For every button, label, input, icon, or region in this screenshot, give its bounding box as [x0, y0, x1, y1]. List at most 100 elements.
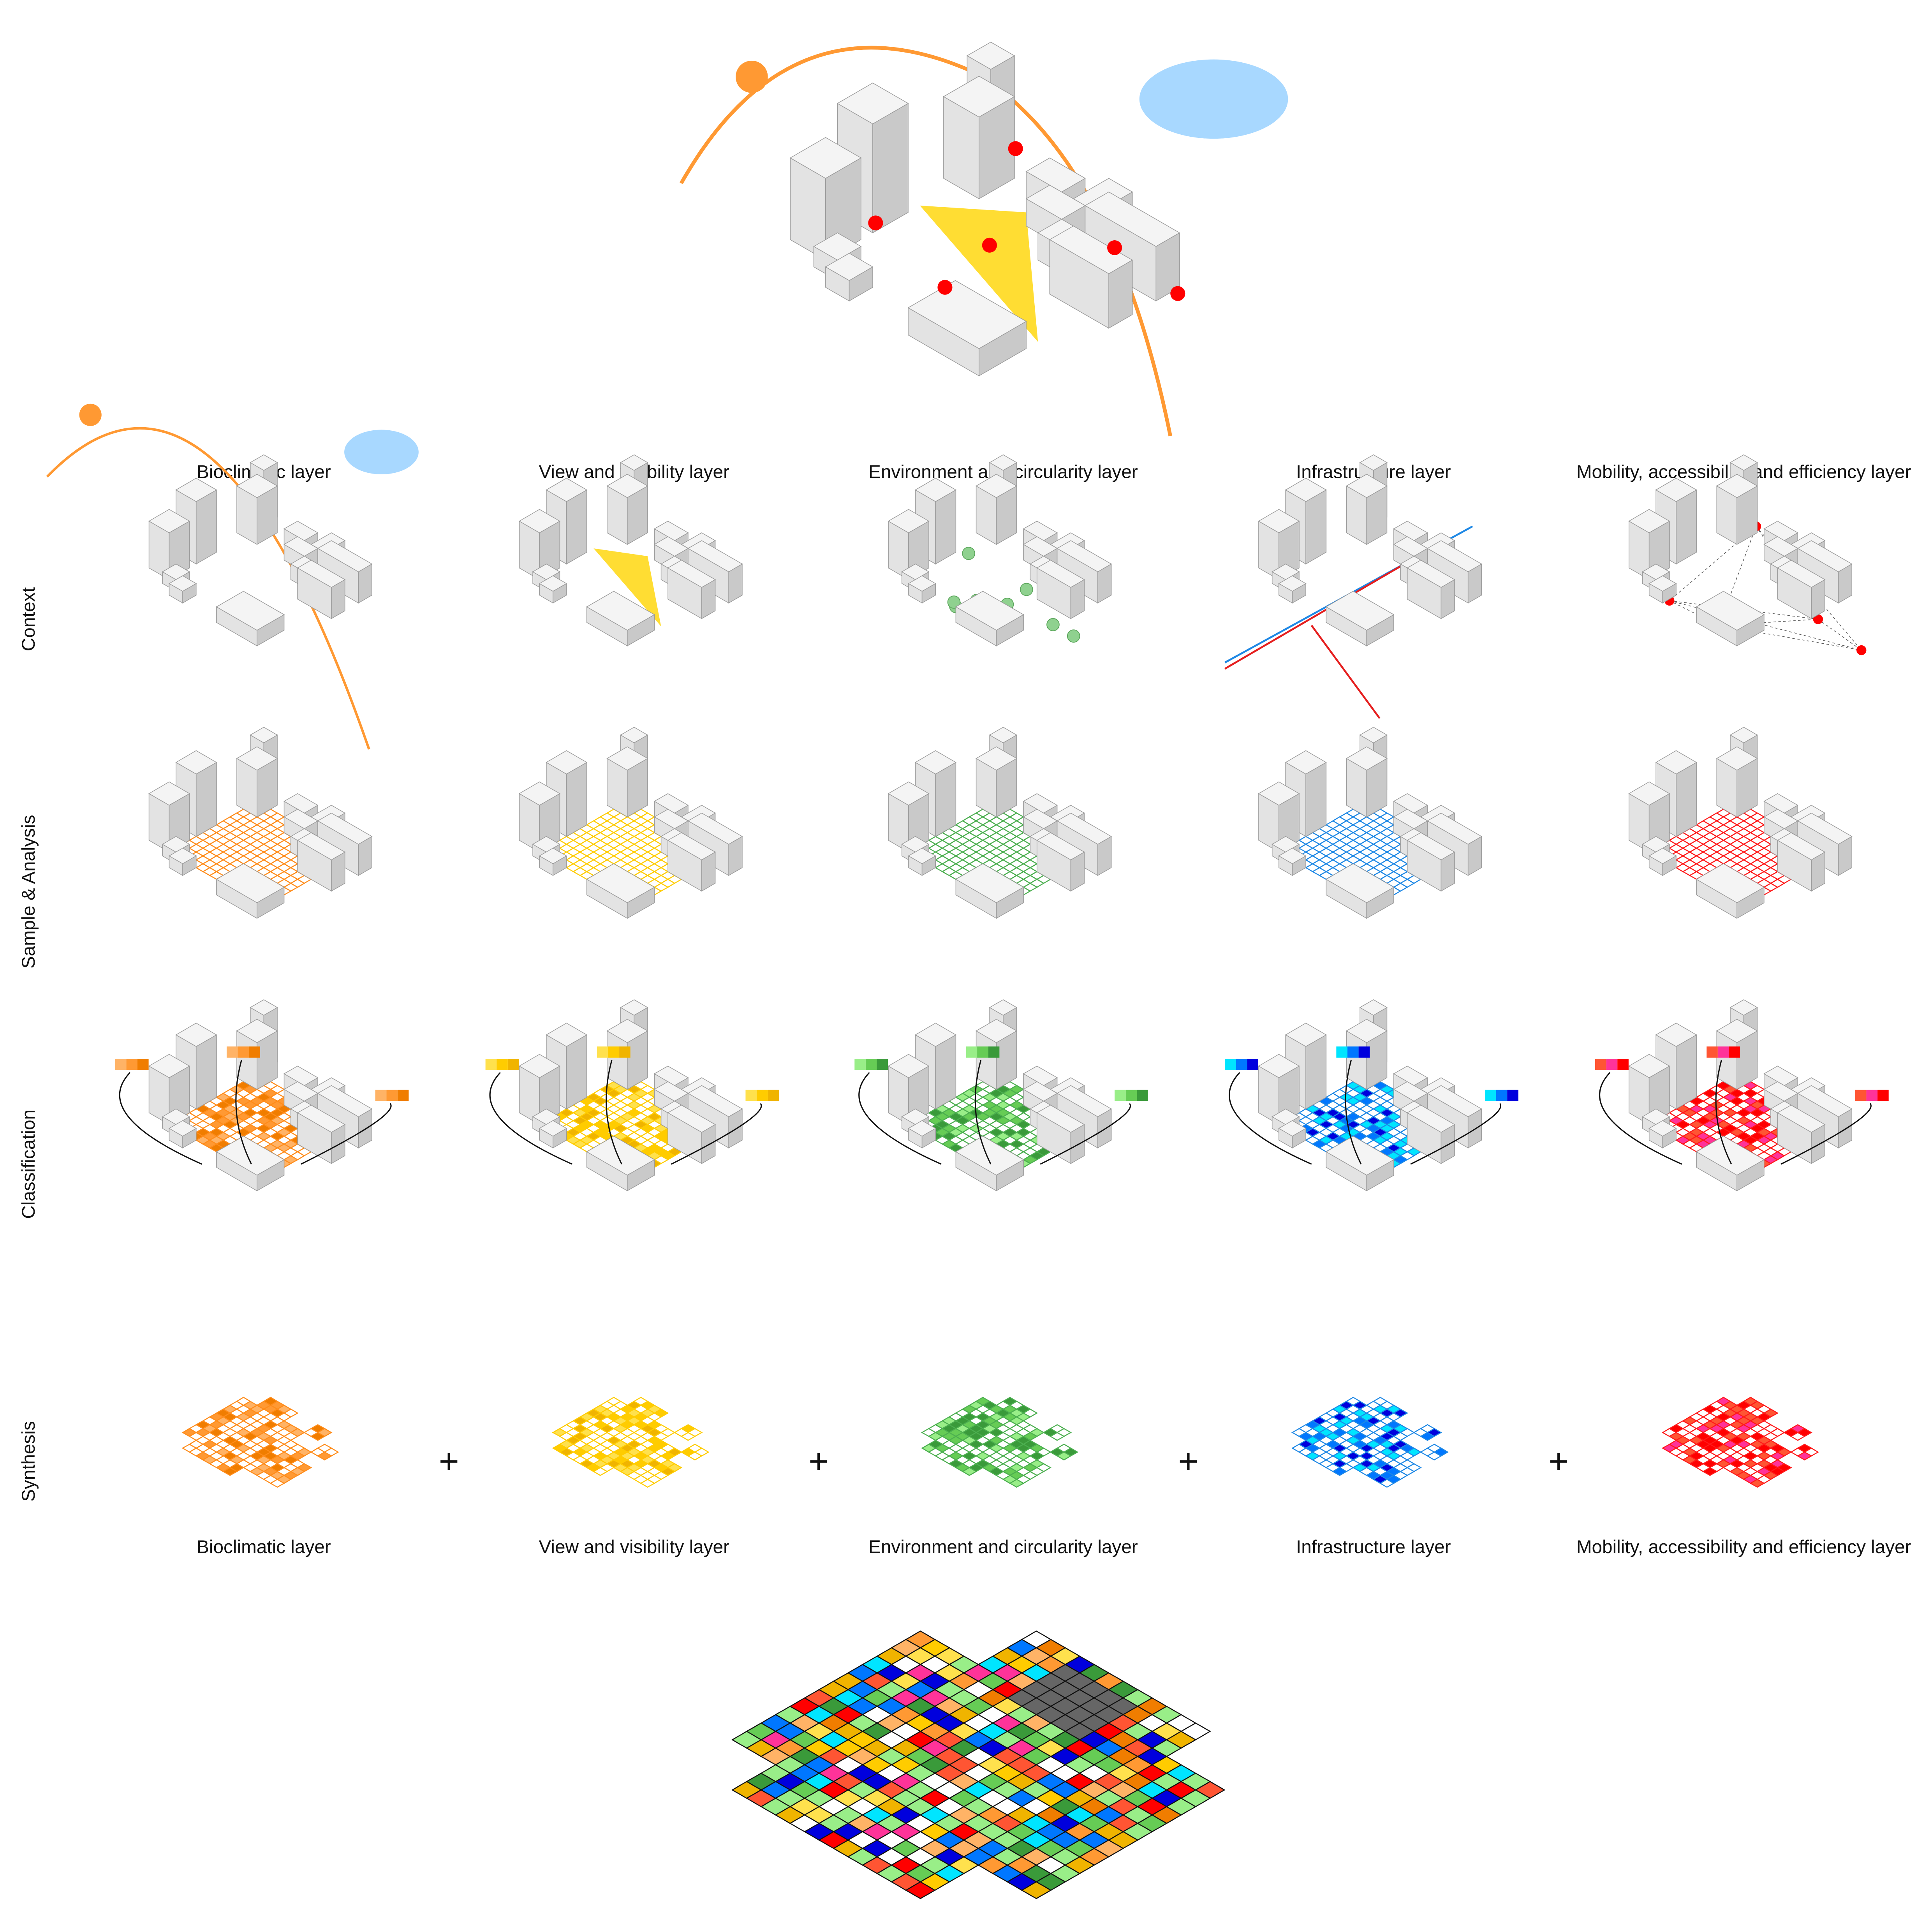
- legend-swatch: [745, 1090, 757, 1101]
- synthesis-label: View and visibility layer: [539, 1537, 729, 1557]
- building-top: [586, 863, 655, 903]
- building-top: [1056, 812, 1112, 845]
- building-top: [1285, 477, 1327, 502]
- grid-cell: [269, 1479, 285, 1488]
- building-top: [1696, 591, 1765, 631]
- panel: [485, 999, 779, 1192]
- building-top: [1036, 832, 1085, 860]
- panel: [115, 999, 409, 1192]
- building-top: [1258, 509, 1300, 534]
- building-top: [1278, 1120, 1307, 1137]
- arrow: [1345, 1060, 1362, 1165]
- panel: [148, 727, 373, 919]
- legend-swatch: [877, 1059, 888, 1070]
- sun: [79, 403, 102, 426]
- building-top: [975, 474, 1018, 498]
- grid-cell: [222, 1467, 238, 1476]
- panel: [1628, 454, 1867, 655]
- link: [1719, 625, 1862, 651]
- building-top: [1285, 1023, 1327, 1047]
- legend-swatch: [1606, 1059, 1618, 1070]
- grid-cell: [1420, 1432, 1435, 1441]
- building-top: [943, 76, 1015, 118]
- building-top: [1258, 1054, 1300, 1078]
- legend-swatch: [1507, 1090, 1518, 1101]
- pin: [1170, 286, 1185, 301]
- legend-swatch: [386, 1090, 398, 1101]
- pin: [1856, 645, 1867, 655]
- building-top: [546, 477, 588, 502]
- grid-cell: [1056, 1451, 1072, 1461]
- building-top: [955, 863, 1024, 903]
- building-top: [1648, 847, 1677, 864]
- building-top: [539, 575, 567, 592]
- link: [1669, 600, 1862, 651]
- building-top: [1325, 591, 1395, 631]
- panel: [518, 727, 743, 919]
- building-top: [1716, 474, 1758, 498]
- building-top: [1346, 1019, 1388, 1043]
- legend-swatch: [1236, 1059, 1247, 1070]
- legend-swatch: [249, 1046, 260, 1058]
- building-top: [1648, 1120, 1677, 1137]
- building-right-face: [1305, 489, 1327, 565]
- pin: [937, 280, 953, 295]
- building-top: [1797, 540, 1853, 572]
- building-top: [1729, 454, 1758, 471]
- panel: [552, 1397, 710, 1488]
- building-top: [148, 509, 190, 534]
- building-top: [1427, 1085, 1482, 1117]
- building-top: [667, 1104, 716, 1133]
- final-cell: [1021, 1881, 1052, 1899]
- building-top: [1427, 540, 1482, 572]
- building-top: [1797, 812, 1853, 845]
- building-top: [1278, 575, 1307, 592]
- building-top: [1777, 832, 1826, 860]
- tree: [962, 547, 976, 560]
- building-top: [606, 1019, 648, 1043]
- row-label: Synthesis: [18, 1421, 39, 1502]
- legend-swatch: [1855, 1090, 1867, 1101]
- building-top: [297, 832, 346, 860]
- building-top: [1655, 750, 1697, 775]
- grid-cell: [687, 1451, 703, 1461]
- building-top: [667, 560, 716, 588]
- synthesis-label: Environment and circularity layer: [868, 1537, 1138, 1557]
- building-top: [1084, 192, 1180, 247]
- building-top: [168, 575, 197, 592]
- grid-cell: [962, 1467, 977, 1476]
- building-top: [297, 1104, 346, 1133]
- building-top: [236, 1019, 278, 1043]
- building-top: [1056, 1085, 1112, 1117]
- building-top: [317, 812, 373, 845]
- building-right-face: [195, 489, 217, 565]
- tree: [1046, 618, 1060, 631]
- arrow: [489, 1072, 572, 1165]
- legend-swatch: [608, 1046, 620, 1058]
- building-top: [966, 42, 1015, 70]
- building-top: [907, 280, 1027, 349]
- cloud: [1139, 59, 1288, 139]
- building-top: [1278, 847, 1307, 864]
- legend-swatch: [1866, 1090, 1878, 1101]
- legend-swatch: [1717, 1046, 1729, 1058]
- legend-swatch: [988, 1046, 1000, 1058]
- building-right-face: [1676, 762, 1697, 837]
- building-top: [168, 847, 197, 864]
- legend-swatch: [485, 1059, 497, 1070]
- panel: [1595, 999, 1889, 1192]
- panel: [854, 999, 1148, 1192]
- legend-swatch: [1729, 1046, 1740, 1058]
- building-top: [236, 474, 278, 498]
- panel: [888, 454, 1112, 646]
- grid-cell: [640, 1479, 655, 1488]
- building-top: [908, 847, 936, 864]
- building-right-face: [566, 762, 587, 837]
- pin: [982, 238, 997, 253]
- building-top: [620, 454, 648, 471]
- legend-swatch: [757, 1090, 768, 1101]
- arrow: [858, 1072, 942, 1165]
- building-right-face: [872, 103, 909, 234]
- building-top: [317, 540, 373, 572]
